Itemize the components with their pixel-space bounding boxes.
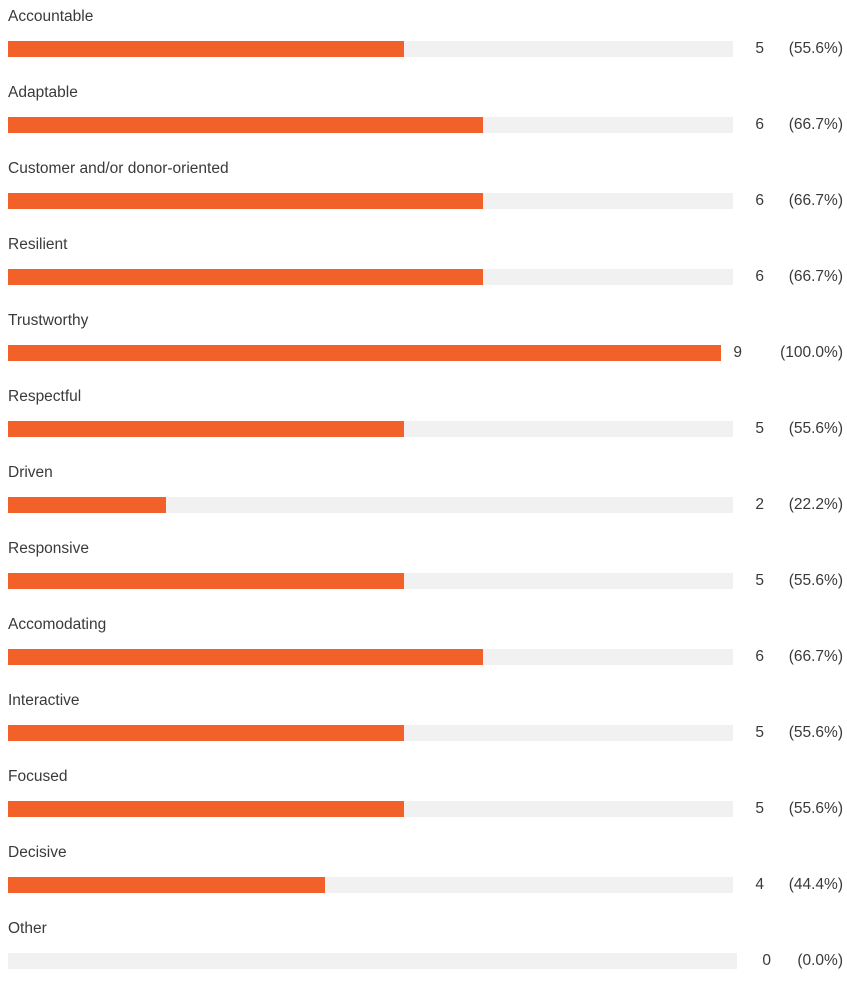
bar-value-label: 2 — [755, 496, 764, 513]
bar — [8, 801, 404, 817]
bar — [8, 725, 404, 741]
bar — [8, 345, 721, 361]
bar-track — [8, 421, 733, 437]
bar-track — [8, 345, 721, 361]
bar-row: Accountable 5 (55.6%) — [0, 0, 847, 76]
bar-label: Interactive — [8, 692, 80, 709]
bar-percent-label: (66.7%) — [788, 116, 843, 133]
bar-label: Decisive — [8, 844, 67, 861]
bar-row: Focused 5 (55.6%) — [0, 760, 847, 836]
bar-label: Other — [8, 920, 47, 937]
bar-track — [8, 953, 737, 969]
bar-value-label: 4 — [755, 876, 764, 893]
bar-percent-label: (55.6%) — [788, 420, 843, 437]
bar-track — [8, 41, 733, 57]
bar-value-label: 5 — [755, 40, 764, 57]
bar-track — [8, 269, 733, 285]
bar-track — [8, 117, 733, 133]
bar-percent-label: (66.7%) — [788, 192, 843, 209]
bar — [8, 497, 166, 513]
bar — [8, 877, 325, 893]
bar-row: Customer and/or donor-oriented 6 (66.7%) — [0, 152, 847, 228]
bar-label: Accomodating — [8, 616, 107, 633]
bar-track — [8, 193, 733, 209]
bar — [8, 421, 404, 437]
bar-value-label: 5 — [755, 572, 764, 589]
bar-row: Other 0 (0.0%) — [0, 912, 847, 988]
bar-percent-label: (66.7%) — [788, 268, 843, 285]
bar-track — [8, 497, 733, 513]
bar-label: Responsive — [8, 540, 89, 557]
bar-value-label: 6 — [755, 116, 764, 133]
bar-percent-label: (22.2%) — [788, 496, 843, 513]
bar-percent-label: (100.0%) — [780, 344, 843, 361]
bar-value-label: 6 — [755, 268, 764, 285]
bar-row: Interactive 5 (55.6%) — [0, 684, 847, 760]
bar-row: Resilient 6 (66.7%) — [0, 228, 847, 304]
bar-row: Trustworthy 9 (100.0%) — [0, 304, 847, 380]
bar-percent-label: (66.7%) — [788, 648, 843, 665]
bar-value-label: 6 — [755, 648, 764, 665]
bar-value-label: 0 — [762, 952, 771, 969]
bar-label: Accountable — [8, 8, 94, 25]
bar-label: Driven — [8, 464, 53, 481]
bar-label: Resilient — [8, 236, 68, 253]
bar-track — [8, 801, 733, 817]
bar — [8, 193, 483, 209]
bar-value-label: 5 — [755, 420, 764, 437]
bar-label: Adaptable — [8, 84, 78, 101]
bar — [8, 41, 404, 57]
bar-row: Respectful 5 (55.6%) — [0, 380, 847, 456]
bar-percent-label: (55.6%) — [788, 724, 843, 741]
bar-percent-label: (0.0%) — [797, 952, 843, 969]
bar-row: Responsive 5 (55.6%) — [0, 532, 847, 608]
bar-row: Driven 2 (22.2%) — [0, 456, 847, 532]
bar-value-label: 5 — [755, 800, 764, 817]
bar-percent-label: (55.6%) — [788, 572, 843, 589]
bar-track — [8, 877, 733, 893]
bar-track — [8, 649, 733, 665]
bar — [8, 649, 483, 665]
bar-label: Focused — [8, 768, 68, 785]
bar-track — [8, 573, 733, 589]
bar-label: Respectful — [8, 388, 82, 405]
bar — [8, 269, 483, 285]
bar-track — [8, 725, 733, 741]
bar-row: Accomodating 6 (66.7%) — [0, 608, 847, 684]
bar-value-label: 6 — [755, 192, 764, 209]
bar — [8, 117, 483, 133]
bar-percent-label: (55.6%) — [788, 800, 843, 817]
bar-percent-label: (55.6%) — [788, 40, 843, 57]
bar-value-label: 9 — [733, 344, 742, 361]
bar-row: Adaptable 6 (66.7%) — [0, 76, 847, 152]
bar-row: Decisive 4 (44.4%) — [0, 836, 847, 912]
bar-value-label: 5 — [755, 724, 764, 741]
bar — [8, 573, 404, 589]
bar-label: Trustworthy — [8, 312, 89, 329]
bar-percent-label: (44.4%) — [788, 876, 843, 893]
bar-label: Customer and/or donor-oriented — [8, 160, 229, 177]
